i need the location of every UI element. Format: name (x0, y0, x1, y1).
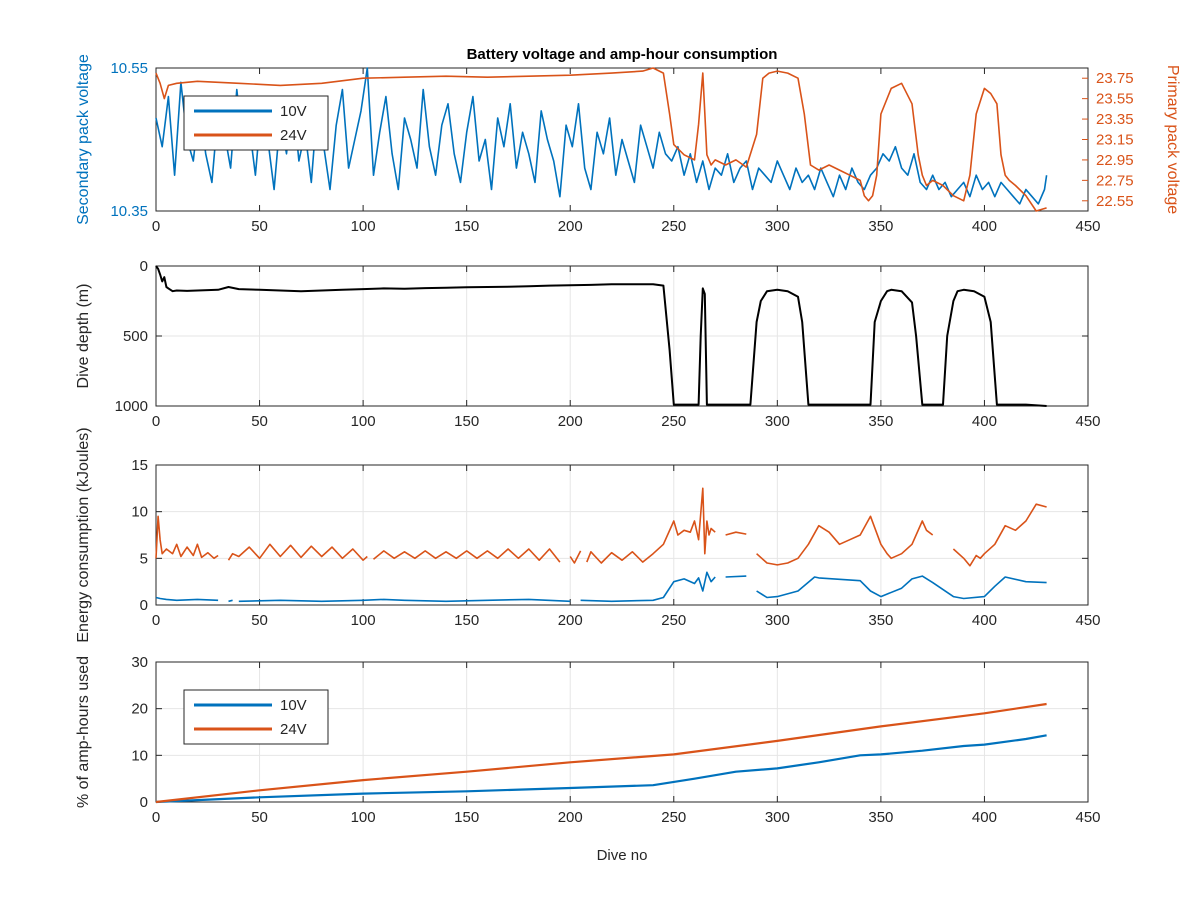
legend-box (183, 95, 329, 151)
axes-box (155, 661, 1089, 803)
x-tick-label: 0 (152, 218, 160, 235)
series-line-s1 (155, 487, 1047, 567)
y2-tick-label: 23.15 (1096, 132, 1134, 149)
y-tick-label: 1000 (115, 398, 148, 415)
x-tick-label: 450 (1075, 612, 1100, 629)
y-tick-label: 15 (131, 457, 148, 474)
x-tick-label: 50 (251, 413, 268, 430)
y-tick-label: 20 (131, 701, 148, 718)
y-tick-label: 5 (140, 550, 148, 567)
legend-label: 10V (280, 103, 307, 120)
x-tick-label: 100 (351, 809, 376, 826)
x-tick-label: 200 (558, 218, 583, 235)
x-tick-label: 100 (351, 612, 376, 629)
x-tick-label: 400 (972, 612, 997, 629)
y-tick-label: 10.35 (110, 203, 148, 220)
y-tick-label: 0 (140, 794, 148, 811)
x-tick-label: 300 (765, 809, 790, 826)
x-tick-label: 0 (152, 612, 160, 629)
x-tick-label: 250 (661, 413, 686, 430)
y2-tick-label: 22.75 (1096, 172, 1134, 189)
y2-tick-label: 22.95 (1096, 152, 1134, 169)
legend-label: 24V (280, 127, 307, 144)
x-tick-label: 100 (351, 218, 376, 235)
x-tick-label: 50 (251, 612, 268, 629)
series-line-24v (155, 67, 1047, 212)
legend-label: 10V (280, 697, 307, 714)
y2-tick-label: 23.35 (1096, 111, 1134, 128)
y-tick-label: 0 (140, 258, 148, 275)
y-axis-label: Secondary pack voltage (75, 54, 92, 225)
x-tick-label: 150 (454, 413, 479, 430)
panel-4: 0 50 100 150 200 250 300 350 400 450 0 10 20 30 % of a… (75, 654, 1101, 826)
x-tick-label: 250 (661, 218, 686, 235)
series-line-s1 (155, 265, 1047, 407)
series-line-10v (155, 734, 1047, 804)
legend-label: 24V (280, 721, 307, 738)
x-tick-label: 350 (868, 413, 893, 430)
x-tick-label: 400 (972, 413, 997, 430)
y-tick-label: 10 (131, 747, 148, 764)
x-tick-label: 400 (972, 218, 997, 235)
y-axis-label: % of amp-hours used (75, 656, 92, 808)
x-axis-label: Dive no (597, 847, 648, 864)
axes-box (155, 464, 1089, 606)
panels: 0 50 100 150 200 250 300 350 400 45010.3510.5522.… (75, 54, 1181, 826)
x-tick-label: 350 (868, 809, 893, 826)
x-tick-label: 300 (765, 218, 790, 235)
x-tick-label: 0 (152, 413, 160, 430)
x-tick-label: 350 (868, 218, 893, 235)
y2-tick-label: 23.75 (1096, 70, 1134, 87)
y-axis-label: Dive depth (m) (75, 284, 92, 389)
x-tick-label: 350 (868, 612, 893, 629)
x-tick-label: 300 (765, 413, 790, 430)
x-tick-label: 400 (972, 809, 997, 826)
y-tick-label: 10.55 (110, 60, 148, 77)
x-tick-label: 150 (454, 612, 479, 629)
x-tick-label: 50 (251, 218, 268, 235)
x-tick-label: 200 (558, 413, 583, 430)
y2-tick-label: 22.55 (1096, 193, 1134, 210)
panel-2: 0 50 100 150 200 250 300 350 400 450 0 500 1000 Dive … (75, 258, 1101, 430)
y2-tick-label: 23.55 (1096, 91, 1134, 108)
x-tick-label: 300 (765, 612, 790, 629)
y-tick-label: 30 (131, 654, 148, 671)
x-tick-label: 450 (1075, 218, 1100, 235)
x-tick-label: 200 (558, 809, 583, 826)
y-axis-label: Energy consumption (kJoules) (75, 427, 92, 642)
x-tick-label: 250 (661, 612, 686, 629)
y-tick-label: 0 (140, 597, 148, 614)
series-line-s2 (155, 571, 1047, 603)
y-tick-label: 500 (123, 328, 148, 345)
panel-1: 0 50 100 150 200 250 300 350 400 450 10.35 10.55 22.… (75, 54, 1181, 235)
legend-box (183, 689, 329, 745)
x-tick-label: 150 (454, 809, 479, 826)
x-tick-label: 450 (1075, 809, 1100, 826)
panel-3: 0 50 100 150 200 250 300 350 400 450 0 5 10 15 Energy … (75, 427, 1101, 642)
y-tick-label: 10 (131, 504, 148, 521)
x-tick-label: 100 (351, 413, 376, 430)
series-line-24v (155, 702, 1047, 804)
x-tick-label: 150 (454, 218, 479, 235)
x-tick-label: 200 (558, 612, 583, 629)
y2-axis-label: Primary pack voltage (1164, 65, 1181, 214)
x-tick-label: 450 (1075, 413, 1100, 430)
x-tick-label: 50 (251, 809, 268, 826)
x-tick-label: 0 (152, 809, 160, 826)
x-tick-label: 250 (661, 809, 686, 826)
figure-title: Battery voltage and amp-hour consumption (467, 46, 778, 63)
